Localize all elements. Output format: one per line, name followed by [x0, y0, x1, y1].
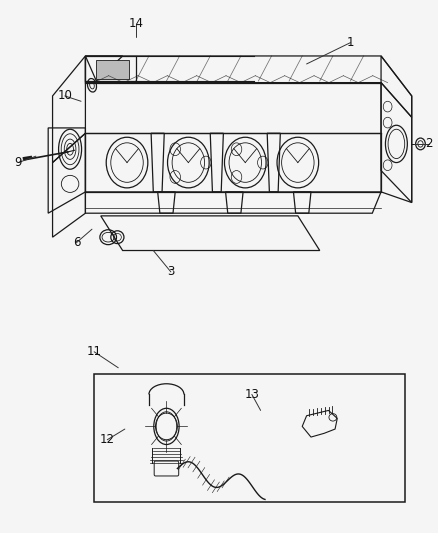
Text: 10: 10 [57, 90, 72, 102]
Text: 6: 6 [73, 236, 81, 249]
Bar [96, 60, 129, 79]
Text: 9: 9 [14, 156, 22, 169]
Bar [94, 374, 405, 502]
Text: 3: 3 [167, 265, 174, 278]
Text: 13: 13 [244, 388, 259, 401]
Text: 2: 2 [425, 138, 433, 150]
Text: 11: 11 [87, 345, 102, 358]
Text: 12: 12 [100, 433, 115, 446]
Text: 14: 14 [128, 18, 143, 30]
Text: 1: 1 [346, 36, 354, 49]
